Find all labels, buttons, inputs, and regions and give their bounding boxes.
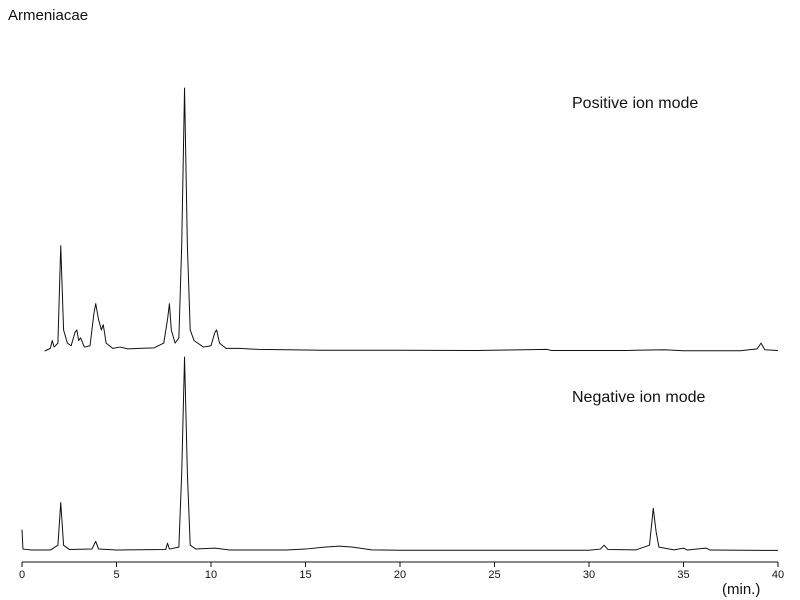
series-label: Negative ion mode (572, 389, 706, 406)
x-tick-label: 10 (205, 569, 217, 581)
x-tick-label: 0 (19, 569, 25, 581)
trace (21, 356, 779, 551)
chart-title: Armeniacae (8, 7, 88, 24)
x-tick-label: 15 (299, 569, 311, 581)
x-tick-label: 25 (488, 569, 500, 581)
x-tick-label: 20 (394, 569, 406, 581)
x-tick-label: 35 (677, 569, 689, 581)
series-label: Positive ion mode (572, 95, 698, 112)
x-tick-label: 30 (583, 569, 595, 581)
x-tick-label: 5 (113, 569, 119, 581)
x-tick-label: 40 (772, 569, 784, 581)
trace (44, 87, 779, 352)
x-axis-label: (min.) (722, 581, 760, 598)
